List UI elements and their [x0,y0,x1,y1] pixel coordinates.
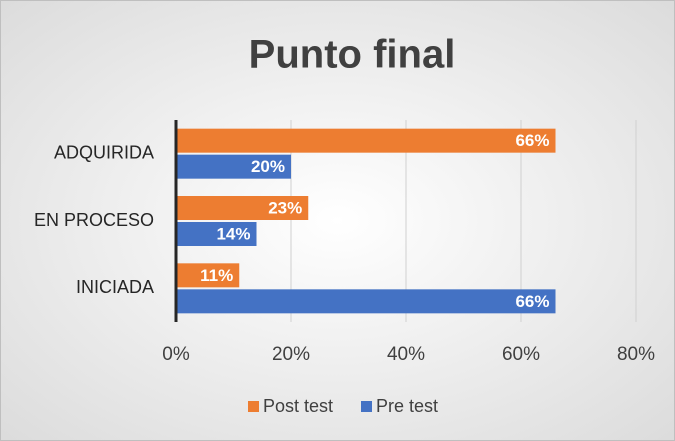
x-tick-label: 60% [502,344,540,365]
x-tick-label: 80% [617,344,655,365]
bar [176,128,556,153]
bar [176,196,309,220]
y-tick-label: EN PROCESO [34,210,154,230]
y-tick-label: ADQUIRIDA [54,142,154,162]
bar [176,263,240,288]
x-tick-label: 20% [272,344,310,365]
data-label: 14% [216,224,250,243]
legend-label: Pre test [376,396,438,416]
chart-title: Punto final [249,33,456,77]
y-tick-label: INICIADA [76,277,154,297]
data-label: 11% [200,266,233,285]
x-tick-label: 0% [162,344,190,365]
legend-label: Post test [263,396,333,416]
x-tick-label: 40% [387,344,425,365]
data-label: 23% [268,198,302,217]
bar [176,289,556,314]
legend-swatch [361,401,372,412]
bar [176,222,257,246]
data-label: 66% [515,292,549,311]
data-label: 20% [251,157,285,176]
data-label: 66% [515,131,549,150]
bar [176,154,291,179]
legend-swatch [248,401,259,412]
